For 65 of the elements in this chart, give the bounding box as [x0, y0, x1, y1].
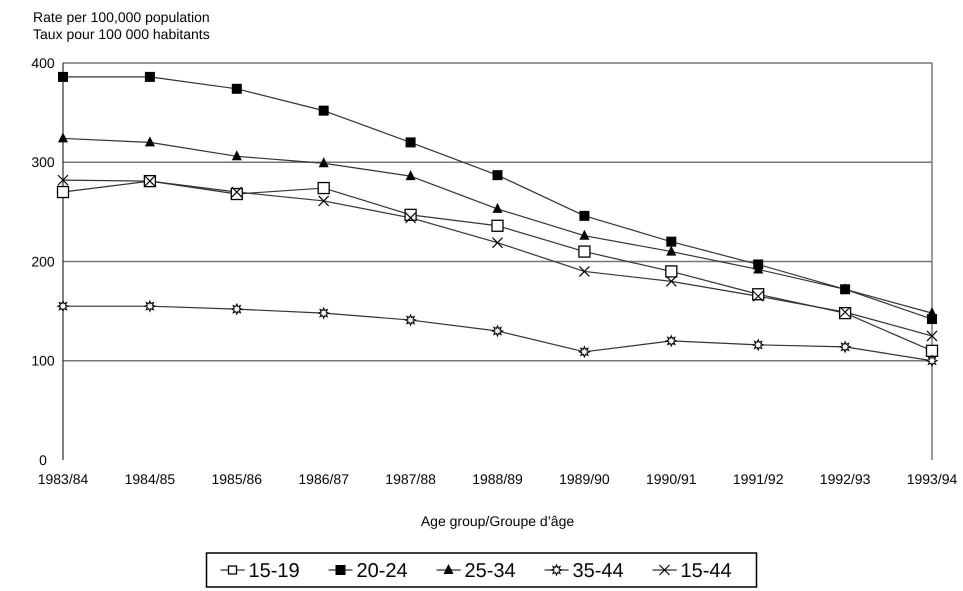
- x-tick-label: 1988/89: [472, 471, 524, 487]
- point: [752, 290, 764, 302]
- x-tick-label: 1989/90: [559, 471, 610, 487]
- point: [318, 195, 330, 207]
- point: [579, 230, 590, 240]
- point: [491, 220, 504, 232]
- point: [665, 265, 678, 278]
- point: [232, 84, 242, 94]
- point: [666, 236, 676, 247]
- x-tick-label: 1993/94: [906, 471, 958, 487]
- x-tick-label: 1987/88: [385, 471, 436, 487]
- y-tick-label: 100: [31, 352, 55, 369]
- x-tick-label: 1985/86: [211, 471, 262, 487]
- point: [666, 335, 677, 346]
- point: [231, 186, 242, 198]
- point: [578, 346, 590, 358]
- legend-label: 15-19: [248, 560, 300, 582]
- point: [58, 132, 68, 142]
- point: [406, 137, 416, 148]
- x-tick-label: 1991/92: [732, 471, 784, 487]
- point: [492, 325, 504, 337]
- y-tick-label: 400: [31, 54, 55, 71]
- x-tick-label: 1984/85: [124, 471, 176, 487]
- point: [405, 212, 416, 224]
- x-tick-label: 1986/87: [298, 471, 350, 487]
- point: [318, 106, 329, 116]
- point: [57, 174, 69, 186]
- point: [144, 72, 155, 82]
- point: [318, 157, 329, 168]
- y-axis-title: Rate per 100,000 population Taux pour 100 000 habitants: [33, 9, 210, 42]
- point: [578, 245, 591, 258]
- point: [406, 170, 416, 180]
- point: [232, 150, 242, 160]
- point: [492, 237, 504, 248]
- point: [926, 355, 938, 366]
- point: [144, 300, 156, 312]
- y-tick-label: 0: [39, 452, 48, 468]
- point: [666, 246, 676, 256]
- point: [666, 276, 677, 287]
- y-tick-label: 200: [31, 253, 55, 270]
- y-tick-label: 300: [31, 154, 55, 170]
- point: [57, 300, 69, 312]
- point: [578, 266, 590, 278]
- x-axis-title: Age group/Groupe d’âge: [420, 513, 574, 529]
- x-tick-label: 1983/84: [38, 471, 89, 487]
- x-tick-label: 1990/91: [646, 471, 697, 487]
- point: [492, 202, 502, 213]
- legend-label: 20-24: [356, 560, 408, 582]
- legend-label: 25-34: [464, 560, 516, 582]
- point: [144, 136, 155, 146]
- point: [318, 308, 330, 319]
- x-tick-label: 1992/93: [820, 471, 871, 487]
- point: [926, 330, 938, 342]
- point: [579, 210, 590, 221]
- legend-label: 35-44: [572, 560, 624, 582]
- point: [752, 339, 764, 350]
- point: [405, 314, 416, 326]
- point: [492, 170, 502, 180]
- legend-label: 15-44: [680, 560, 732, 582]
- point: [926, 344, 938, 357]
- point: [56, 186, 70, 198]
- point: [58, 72, 68, 82]
- point: [231, 304, 242, 315]
- point: [318, 182, 330, 194]
- point: [840, 341, 851, 352]
